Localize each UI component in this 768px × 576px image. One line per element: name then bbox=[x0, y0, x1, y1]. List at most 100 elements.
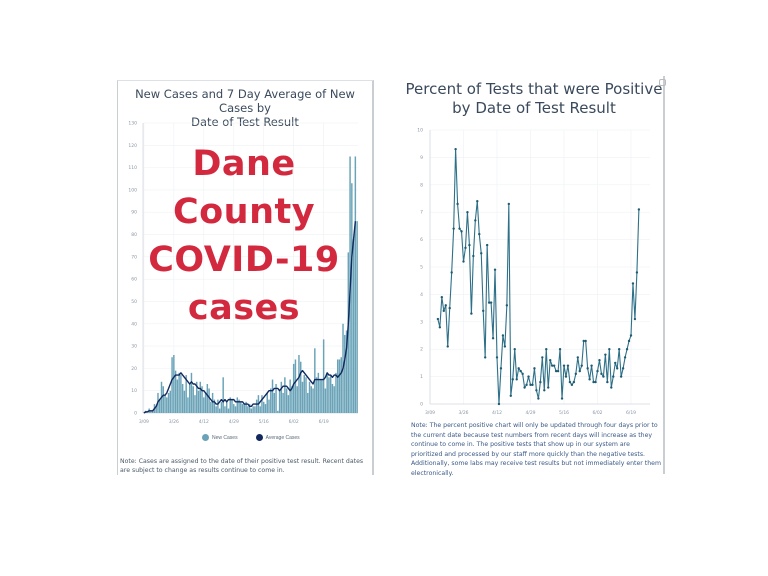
data-point[interactable] bbox=[547, 386, 550, 389]
new-cases-bar[interactable] bbox=[194, 395, 196, 413]
data-point[interactable] bbox=[570, 383, 574, 387]
data-point[interactable] bbox=[519, 369, 522, 373]
data-point[interactable] bbox=[436, 317, 440, 321]
data-point[interactable] bbox=[568, 380, 572, 384]
new-cases-bar[interactable] bbox=[261, 395, 263, 413]
new-cases-bar[interactable] bbox=[210, 401, 212, 413]
data-point[interactable] bbox=[460, 230, 463, 233]
new-cases-bar[interactable] bbox=[234, 406, 237, 413]
new-cases-bar[interactable] bbox=[299, 361, 302, 413]
new-cases-bar[interactable] bbox=[217, 399, 219, 413]
data-point[interactable] bbox=[562, 364, 566, 367]
data-point[interactable] bbox=[600, 372, 603, 376]
data-point[interactable] bbox=[612, 375, 615, 378]
new-cases-bar[interactable] bbox=[180, 375, 182, 413]
new-cases-bar[interactable] bbox=[208, 388, 210, 413]
new-cases-bar[interactable] bbox=[291, 386, 293, 413]
new-cases-bar[interactable] bbox=[225, 401, 228, 413]
data-point[interactable] bbox=[464, 246, 467, 250]
new-cases-bar[interactable] bbox=[181, 384, 184, 413]
data-point[interactable] bbox=[507, 202, 511, 206]
new-cases-bar[interactable] bbox=[196, 381, 198, 413]
data-point[interactable] bbox=[637, 208, 641, 211]
new-cases-bar[interactable] bbox=[266, 392, 268, 413]
new-cases-bar[interactable] bbox=[310, 386, 313, 413]
new-cases-bar[interactable] bbox=[174, 370, 177, 413]
new-cases-bar[interactable] bbox=[340, 357, 342, 413]
data-point[interactable] bbox=[598, 358, 601, 362]
data-point[interactable] bbox=[458, 227, 461, 230]
new-cases-bar[interactable] bbox=[252, 406, 254, 413]
new-cases-bar[interactable] bbox=[183, 390, 186, 413]
new-cases-bar[interactable] bbox=[294, 359, 297, 413]
data-point[interactable] bbox=[509, 394, 512, 397]
new-cases-bar[interactable] bbox=[275, 384, 277, 413]
new-cases-bar[interactable] bbox=[354, 156, 357, 413]
new-cases-bar[interactable] bbox=[268, 399, 270, 413]
data-point[interactable] bbox=[543, 389, 546, 392]
data-point[interactable] bbox=[523, 386, 526, 389]
data-point[interactable] bbox=[476, 200, 479, 203]
new-cases-bar[interactable] bbox=[324, 388, 327, 413]
new-cases-bar[interactable] bbox=[229, 397, 231, 413]
data-point[interactable] bbox=[550, 364, 554, 367]
data-point[interactable] bbox=[610, 386, 613, 389]
new-cases-bar[interactable] bbox=[238, 399, 240, 413]
new-cases-bar[interactable] bbox=[277, 410, 279, 413]
new-cases-bar[interactable] bbox=[356, 221, 358, 413]
new-cases-bar[interactable] bbox=[254, 406, 256, 413]
new-cases-bar[interactable] bbox=[211, 392, 214, 413]
data-point[interactable] bbox=[480, 252, 483, 255]
new-cases-bar[interactable] bbox=[329, 375, 332, 413]
data-point[interactable] bbox=[489, 301, 493, 304]
data-point[interactable] bbox=[505, 304, 509, 307]
new-cases-bar[interactable] bbox=[278, 390, 281, 413]
data-point[interactable] bbox=[440, 295, 444, 299]
data-point[interactable] bbox=[529, 383, 532, 387]
data-point[interactable] bbox=[472, 254, 475, 258]
new-cases-bar[interactable] bbox=[222, 377, 224, 413]
data-point[interactable] bbox=[501, 334, 505, 337]
new-cases-bar[interactable] bbox=[287, 395, 290, 413]
new-cases-bar[interactable] bbox=[247, 406, 249, 413]
new-cases-bar[interactable] bbox=[335, 372, 337, 413]
data-point[interactable] bbox=[604, 353, 607, 356]
data-point[interactable] bbox=[588, 378, 591, 381]
data-point[interactable] bbox=[572, 380, 576, 384]
data-point[interactable] bbox=[483, 356, 487, 359]
data-point[interactable] bbox=[602, 375, 605, 378]
data-point[interactable] bbox=[545, 348, 548, 351]
data-point[interactable] bbox=[521, 372, 524, 376]
data-point[interactable] bbox=[619, 375, 623, 378]
legend-item-new-cases[interactable]: New Cases bbox=[202, 434, 238, 441]
new-cases-bar[interactable] bbox=[296, 386, 298, 413]
data-point[interactable] bbox=[493, 268, 497, 271]
new-cases-bar[interactable] bbox=[243, 404, 246, 413]
data-point[interactable] bbox=[525, 383, 528, 387]
new-cases-bar[interactable] bbox=[245, 401, 247, 413]
data-point[interactable] bbox=[468, 243, 471, 247]
data-point[interactable] bbox=[558, 348, 562, 351]
data-point[interactable] bbox=[474, 219, 477, 222]
data-point[interactable] bbox=[627, 339, 631, 343]
data-point[interactable] bbox=[450, 271, 453, 274]
new-cases-bar[interactable] bbox=[190, 372, 193, 413]
data-point[interactable] bbox=[616, 367, 619, 370]
new-cases-bar[interactable] bbox=[224, 406, 226, 413]
legend-item-average-cases[interactable]: Average Cases bbox=[255, 434, 300, 441]
data-point[interactable] bbox=[487, 301, 491, 304]
data-point[interactable] bbox=[454, 147, 457, 151]
new-cases-bar[interactable] bbox=[319, 379, 321, 413]
data-point[interactable] bbox=[470, 312, 473, 315]
new-cases-bar[interactable] bbox=[273, 392, 276, 413]
data-point[interactable] bbox=[606, 380, 609, 384]
new-cases-bar[interactable] bbox=[220, 401, 223, 413]
new-cases-bar[interactable] bbox=[213, 399, 216, 413]
data-point[interactable] bbox=[497, 402, 501, 406]
data-point[interactable] bbox=[554, 369, 558, 373]
new-cases-bar[interactable] bbox=[344, 334, 346, 413]
new-cases-bar[interactable] bbox=[282, 392, 284, 413]
data-point[interactable] bbox=[560, 397, 564, 400]
data-point[interactable] bbox=[633, 317, 637, 321]
data-point[interactable] bbox=[485, 243, 489, 247]
